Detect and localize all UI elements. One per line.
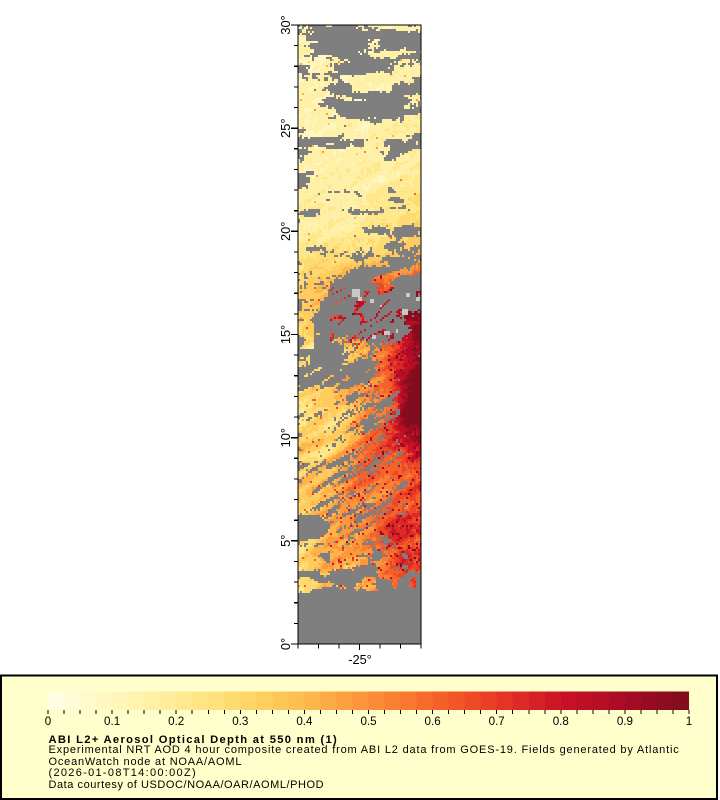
svg-text:0.2: 0.2: [168, 715, 184, 728]
svg-text:0: 0: [45, 715, 51, 728]
svg-text:0.9: 0.9: [617, 715, 633, 728]
svg-text:0.4: 0.4: [296, 715, 313, 728]
svg-text:-25°: -25°: [348, 652, 372, 667]
svg-text:Data courtesy of USDOC/NOAA/OA: Data courtesy of USDOC/NOAA/OAR/AOML/PHO…: [49, 779, 325, 791]
svg-text:0.3: 0.3: [232, 715, 248, 728]
svg-text:(2026-01-08T14:00:00Z): (2026-01-08T14:00:00Z): [49, 767, 197, 779]
svg-text:5°: 5°: [278, 535, 293, 547]
svg-text:0.1: 0.1: [104, 715, 120, 728]
svg-text:0.6: 0.6: [425, 715, 441, 728]
svg-text:Experimental NRT AOD 4 hour co: Experimental NRT AOD 4 hour composite cr…: [49, 744, 680, 756]
svg-text:10°: 10°: [278, 428, 293, 447]
svg-text:15°: 15°: [278, 325, 293, 344]
svg-text:0.7: 0.7: [489, 715, 505, 728]
svg-text:OceanWatch node at NOAA/AOML: OceanWatch node at NOAA/AOML: [49, 756, 243, 768]
svg-text:1: 1: [686, 715, 692, 728]
svg-text:20°: 20°: [278, 222, 293, 241]
svg-text:0.8: 0.8: [553, 715, 569, 728]
svg-text:ABI L2+ Aerosol Optical Depth: ABI L2+ Aerosol Optical Depth at 550 nm …: [49, 734, 339, 746]
svg-text:0.5: 0.5: [360, 715, 376, 728]
svg-text:30°: 30°: [278, 15, 293, 34]
svg-text:25°: 25°: [278, 119, 293, 138]
svg-text:0°: 0°: [278, 638, 293, 650]
